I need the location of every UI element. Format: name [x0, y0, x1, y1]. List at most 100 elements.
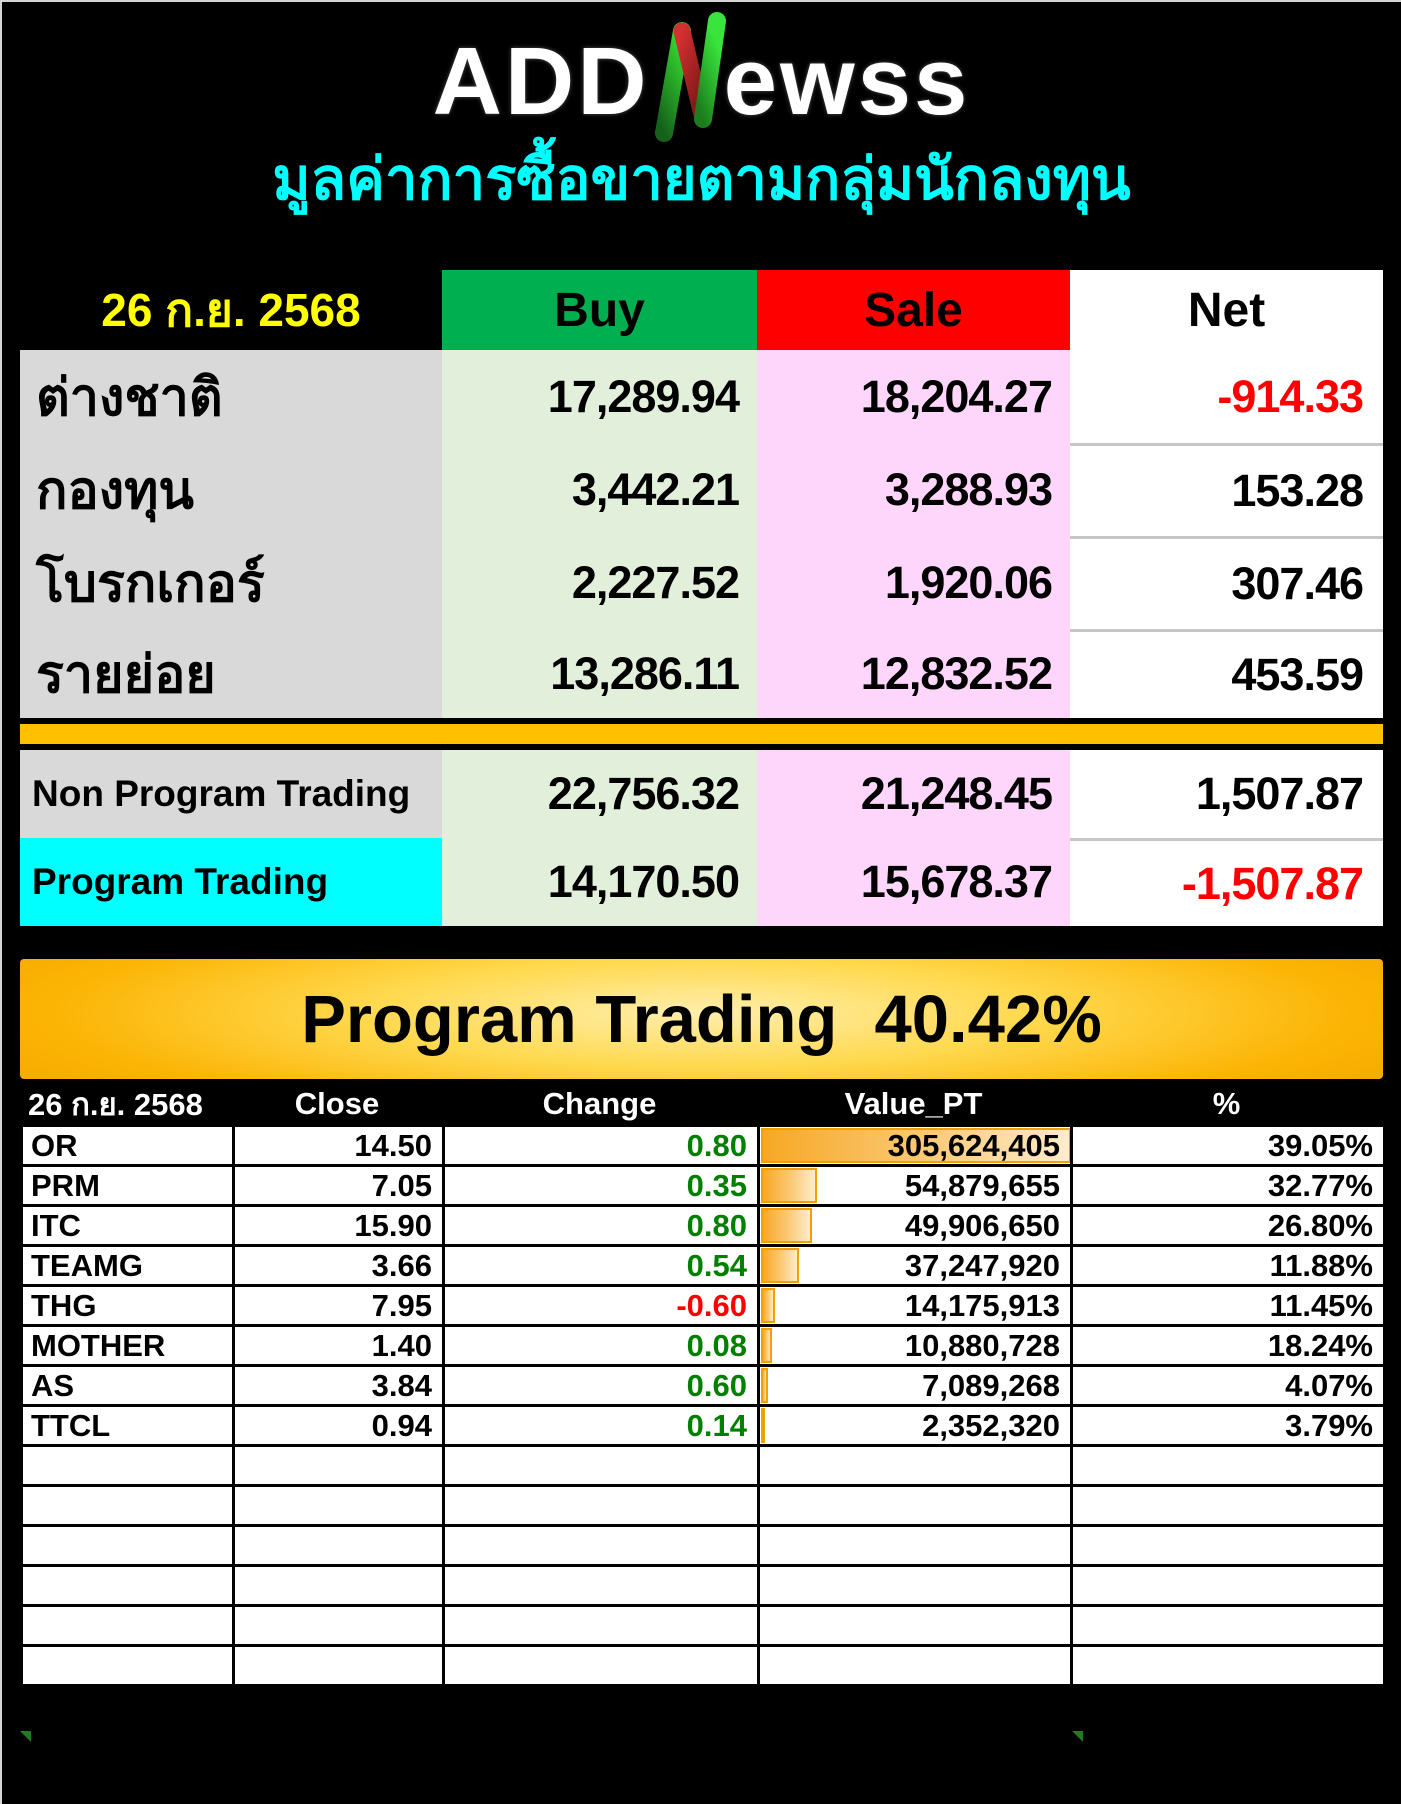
value-data-bar: [761, 1208, 812, 1243]
program-trading-banner: Program Trading 40.42%: [20, 959, 1383, 1079]
green-corner-marker-icon: [1072, 1731, 1083, 1742]
page-title: มูลค่าการซื้อขายตามกลุ่มนักลงทุน: [272, 147, 1131, 212]
value-data-bar: [761, 1168, 817, 1203]
buy-value: 2,227.52: [442, 536, 757, 629]
buy-header-cell: Buy: [442, 270, 757, 350]
value-data-bar: [761, 1368, 769, 1403]
value-data-bar: [761, 1328, 773, 1363]
green-corner-marker-icon: [20, 1731, 31, 1742]
sale-value: 1,920.06: [757, 536, 1070, 629]
pt-empty-cell: [757, 1644, 1073, 1687]
investor-group-label: ต่างชาติ: [20, 350, 442, 443]
net-value: 1,507.87: [1070, 750, 1383, 838]
pt-empty-cell: [20, 1564, 235, 1607]
value-data-bar: [761, 1128, 1069, 1163]
pt-empty-cell: [757, 1564, 1073, 1607]
divider-gap: [20, 718, 1383, 724]
pt-pct-cell: 11.45%: [1070, 1284, 1386, 1327]
pt-table-empty-row: [20, 1484, 1386, 1527]
pt-empty-cell: [442, 1444, 760, 1487]
pt-symbol-cell: PRM: [20, 1164, 235, 1207]
summary-label: Program Trading: [20, 838, 442, 926]
pt-empty-cell: [232, 1644, 445, 1687]
pt-empty-cell: [1070, 1484, 1386, 1527]
sale-header-cell: Sale: [757, 270, 1070, 350]
pt-change-cell: 0.35: [442, 1164, 760, 1207]
pt-symbol-cell: ITC: [20, 1204, 235, 1247]
pt-change-cell: -0.60: [442, 1284, 760, 1327]
pt-empty-cell: [20, 1604, 235, 1647]
pt-close-cell: 7.95: [232, 1284, 445, 1327]
pt-value-cell: 37,247,920: [757, 1244, 1073, 1287]
pt-empty-cell: [20, 1524, 235, 1567]
pt-empty-cell: [232, 1564, 445, 1607]
pt-symbol-cell: OR: [20, 1124, 235, 1167]
pt-close-cell: 15.90: [232, 1204, 445, 1247]
net-value: 307.46: [1070, 536, 1383, 629]
net-value: -1,507.87: [1070, 838, 1383, 926]
pt-header-close: Close: [294, 1086, 380, 1121]
pt-pct-cell: 39.05%: [1070, 1124, 1386, 1167]
pt-change-cell: 0.80: [442, 1124, 760, 1167]
date-header-cell: 26 ก.ย. 2568: [20, 270, 442, 350]
pt-header-date: 26 ก.ย. 2568: [28, 1087, 203, 1122]
pt-empty-cell: [1070, 1644, 1386, 1687]
pt-empty-cell: [1070, 1604, 1386, 1647]
pt-table-empty-row: [20, 1604, 1386, 1647]
logo-text-ewss: ewss: [723, 28, 971, 135]
pt-change-cell: 0.54: [442, 1244, 760, 1287]
pt-table-row: PRM 7.05 0.35 54,879,655 32.77%: [20, 1164, 1386, 1207]
pt-table-row: MOTHER 1.40 0.08 10,880,728 18.24%: [20, 1324, 1386, 1367]
pt-close-cell: 7.05: [232, 1164, 445, 1207]
pt-symbol-cell: THG: [20, 1284, 235, 1327]
buy-value: 14,170.50: [442, 838, 757, 926]
pt-empty-cell: [442, 1564, 760, 1607]
orange-divider: [20, 724, 1383, 744]
pt-empty-cell: [442, 1484, 760, 1527]
investor-group-label: รายย่อย: [20, 629, 442, 718]
pt-table-row: OR 14.50 0.80 305,624,405 39.05%: [20, 1124, 1386, 1167]
pt-value-cell: 7,089,268: [757, 1364, 1073, 1407]
buy-value: 22,756.32: [442, 750, 757, 838]
sale-value: 15,678.37: [757, 838, 1070, 926]
pt-empty-cell: [20, 1484, 235, 1527]
pt-change-cell: 0.80: [442, 1204, 760, 1247]
pt-value-cell: 54,879,655: [757, 1164, 1073, 1207]
pt-table-row: TTCL 0.94 0.14 2,352,320 3.79%: [20, 1404, 1386, 1447]
investor-group-label: โบรกเกอร์: [20, 536, 442, 629]
pt-symbol-cell: TTCL: [20, 1404, 235, 1447]
pt-empty-cell: [1070, 1524, 1386, 1567]
pt-empty-cell: [232, 1444, 445, 1487]
net-value: 453.59: [1070, 629, 1383, 718]
investor-group-label: กองทุน: [20, 443, 442, 536]
pt-symbol-cell: AS: [20, 1364, 235, 1407]
value-data-bar: [761, 1288, 776, 1323]
sale-value: 18,204.27: [757, 350, 1070, 443]
pt-empty-cell: [442, 1644, 760, 1687]
sale-value: 12,832.52: [757, 629, 1070, 718]
pt-header-value-pt: Value_PT: [844, 1086, 983, 1121]
pt-value-cell: 305,624,405: [757, 1124, 1073, 1167]
candlestick-n-icon: [654, 12, 726, 142]
net-value: 153.28: [1070, 443, 1383, 536]
pt-table-empty-row: [20, 1444, 1386, 1487]
divider-gap: [20, 744, 1383, 750]
pt-empty-cell: [232, 1604, 445, 1647]
pt-empty-cell: [757, 1484, 1073, 1527]
pt-table-row: ITC 15.90 0.80 49,906,650 26.80%: [20, 1204, 1386, 1247]
pt-pct-cell: 3.79%: [1070, 1404, 1386, 1447]
pt-close-cell: 3.66: [232, 1244, 445, 1287]
pt-pct-cell: 26.80%: [1070, 1204, 1386, 1247]
pt-empty-cell: [757, 1524, 1073, 1567]
pt-empty-cell: [232, 1484, 445, 1527]
pt-close-cell: 3.84: [232, 1364, 445, 1407]
pt-value-cell: 49,906,650: [757, 1204, 1073, 1247]
pt-change-cell: 0.08: [442, 1324, 760, 1367]
investor-table: 26 ก.ย. 2568 Buy Sale Net ต่างชาติ 17,289…: [20, 270, 1383, 926]
sale-value: 21,248.45: [757, 750, 1070, 838]
pt-empty-cell: [757, 1604, 1073, 1647]
buy-value: 3,442.21: [442, 443, 757, 536]
pt-table-row: THG 7.95 -0.60 14,175,913 11.45%: [20, 1284, 1386, 1327]
pt-header-change: Change: [542, 1086, 657, 1121]
program-trading-table: OR 14.50 0.80 305,624,405 39.05% PRM 7.05 0.35 5…: [20, 1124, 1386, 1687]
